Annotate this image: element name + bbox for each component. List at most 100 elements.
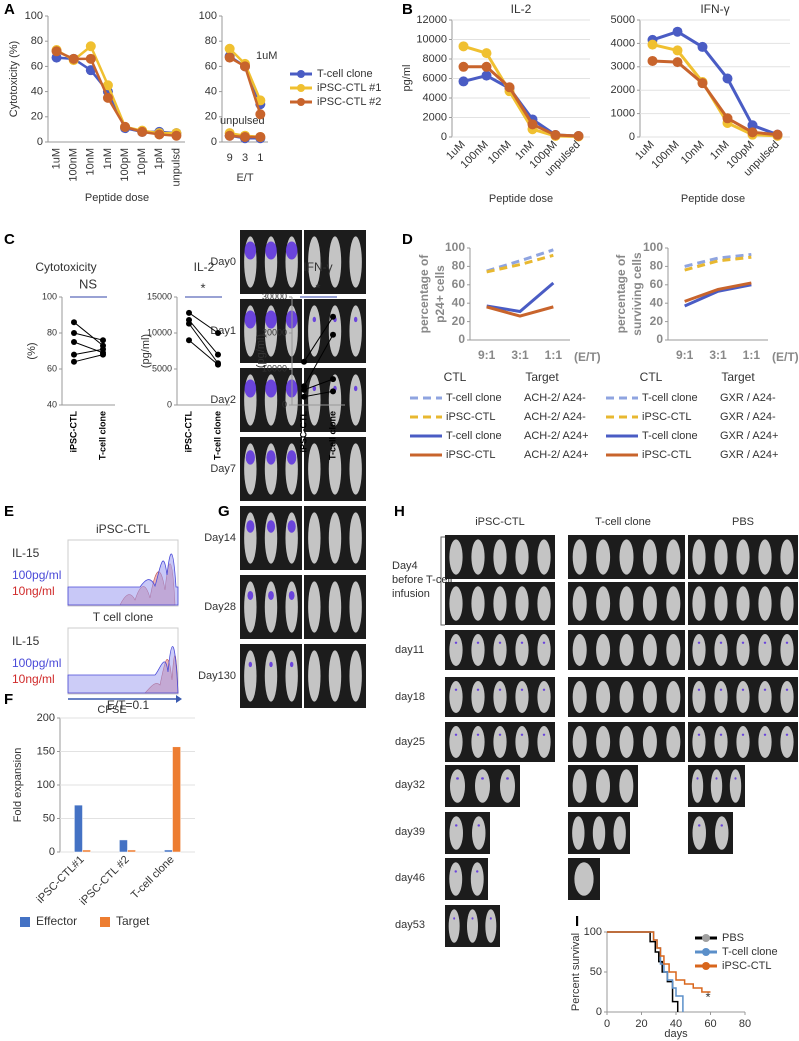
point — [672, 45, 683, 56]
x-tick-label: 60 — [704, 1018, 716, 1030]
mouse — [736, 586, 750, 621]
legend-marker — [702, 962, 710, 970]
mouse — [729, 769, 742, 803]
x-tick-label: 10nM — [679, 139, 707, 167]
x-tick-label: T-cell clone — [212, 411, 222, 460]
signal — [287, 450, 297, 465]
mouse — [574, 862, 594, 896]
y-axis-label: (pg/ml) — [140, 334, 152, 368]
signal — [697, 824, 701, 827]
chart-title: E/T=0.1 — [107, 698, 150, 712]
annotation: NS — [79, 276, 97, 291]
mouse — [758, 539, 772, 575]
mouse — [714, 681, 728, 713]
y-axis-label: p24+ cells — [433, 265, 447, 323]
y-tick-label: 5000 — [611, 14, 635, 26]
annotation: * — [705, 989, 710, 1004]
signal — [785, 641, 789, 644]
mouse — [596, 634, 611, 666]
mouse — [449, 726, 463, 758]
mouse — [285, 512, 298, 564]
legend-label: T-cell clone — [446, 430, 502, 442]
mouse — [493, 726, 507, 758]
legend-label: iPSC-CTL — [722, 960, 772, 972]
signal — [763, 733, 767, 736]
point — [71, 319, 77, 326]
legend-label: iPSC-CTL — [446, 449, 496, 461]
y-tick-label: 2000 — [611, 84, 635, 96]
plot-title: iPSC-CTL — [96, 522, 150, 536]
x-axis-label: E/T — [236, 172, 253, 184]
point — [154, 129, 165, 140]
point — [102, 80, 113, 91]
y-tick-label: 8000 — [423, 53, 447, 65]
x-tick-label: iPSC-CTL — [68, 411, 78, 453]
bar — [74, 804, 83, 853]
signal — [763, 688, 767, 691]
y-tick-label: 6000 — [423, 72, 447, 84]
signal — [269, 661, 273, 668]
x-tick-label: 20 — [635, 1018, 647, 1030]
point — [527, 119, 538, 130]
mouse — [666, 634, 681, 666]
x-tick-label: 3:1 — [511, 348, 529, 362]
mouse — [449, 816, 463, 850]
y-tick-label: 0 — [211, 136, 217, 148]
y-tick-label: 80 — [31, 35, 43, 47]
signal — [763, 641, 767, 644]
x-axis-label: Peptide dose — [681, 193, 745, 205]
y-tick-label: 10000 — [416, 33, 447, 45]
mouse — [572, 681, 587, 713]
mouse — [471, 586, 485, 621]
mouse — [472, 816, 486, 850]
annotation: 1uM — [256, 50, 277, 62]
point — [458, 61, 469, 72]
signal — [734, 777, 737, 780]
mouse — [619, 681, 634, 713]
histogram-e2 — [67, 627, 179, 695]
x-tick-label: 10pM — [136, 148, 148, 176]
signal — [520, 641, 524, 644]
legend-label: T-cell clone — [722, 946, 778, 958]
panel-letter: E — [4, 503, 14, 520]
signal — [248, 661, 253, 668]
mouse — [448, 909, 460, 943]
point — [71, 351, 77, 358]
signal — [476, 641, 480, 644]
bar — [164, 849, 173, 853]
point — [301, 358, 307, 365]
x-tick-label: 40 — [670, 1018, 682, 1030]
point — [224, 130, 235, 141]
signal — [454, 641, 458, 644]
mouse — [666, 586, 681, 621]
x-tick-label: 100nM — [68, 148, 80, 182]
mouse — [244, 581, 257, 633]
point — [215, 330, 221, 336]
mouse — [308, 443, 321, 495]
annotation: * — [200, 280, 205, 295]
x-tick-label: 3 — [242, 152, 248, 164]
bar — [172, 746, 181, 853]
mouse — [692, 539, 706, 575]
point — [647, 55, 658, 66]
row-label: day46 — [395, 872, 425, 884]
y-tick-label: 100 — [37, 779, 55, 791]
panel-letter: C — [4, 231, 15, 248]
legend-header: Target — [721, 370, 755, 384]
mouse — [619, 634, 634, 666]
mouse — [349, 650, 362, 702]
row-label: Day4 — [392, 560, 418, 572]
mouse — [328, 650, 342, 702]
point — [301, 393, 307, 400]
y-tick-label: 60 — [650, 277, 664, 291]
signal — [498, 688, 502, 691]
signal — [476, 733, 480, 736]
x-tick-label: iPSC-CTL — [298, 411, 308, 453]
signal — [741, 688, 745, 691]
mouse — [714, 634, 728, 666]
mouse — [714, 539, 728, 575]
pair-line — [303, 334, 334, 387]
y-tick-label: 10000 — [262, 363, 287, 373]
panel-letter: I — [575, 913, 579, 930]
